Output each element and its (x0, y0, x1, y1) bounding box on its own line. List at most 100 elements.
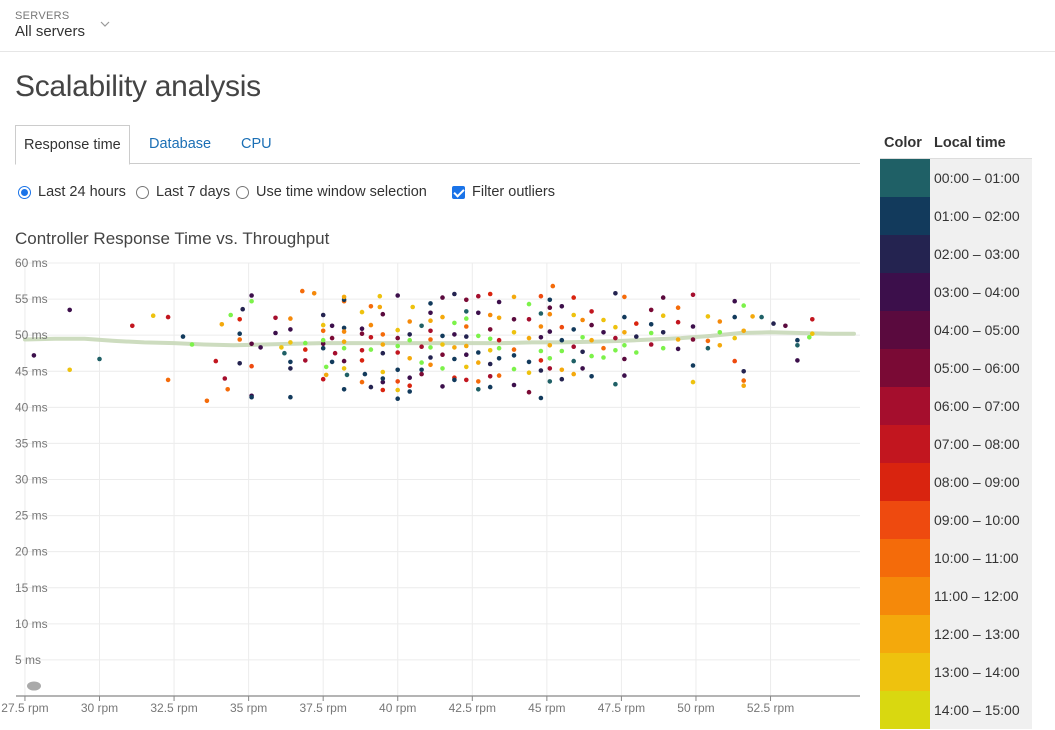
data-point (690, 379, 696, 385)
data-point (559, 304, 565, 309)
tab-response-time[interactable]: Response time (15, 125, 130, 165)
data-point (496, 315, 502, 321)
data-point (273, 330, 278, 336)
data-point (622, 373, 627, 378)
data-point (547, 356, 553, 361)
data-point (377, 293, 383, 299)
server-selector[interactable]: SERVERS All servers (15, 10, 110, 40)
radio-last-24-hours[interactable] (18, 185, 31, 199)
option-filter-outliers[interactable]: Filter outliers (452, 182, 555, 202)
data-point (487, 336, 493, 342)
x-tick-label: 27.5 rpm (1, 701, 48, 715)
data-point (407, 356, 413, 361)
data-point (320, 322, 326, 328)
x-tick-label: 50 rpm (677, 701, 714, 715)
x-tick-label: 47.5 rpm (598, 701, 645, 715)
data-point (810, 331, 815, 336)
data-point (690, 363, 696, 368)
data-point (634, 350, 639, 355)
data-point (225, 387, 230, 392)
data-point (511, 366, 517, 372)
data-point (237, 317, 242, 322)
data-point (440, 295, 445, 300)
legend-swatch (880, 159, 930, 197)
data-point (341, 345, 347, 351)
data-point (219, 322, 225, 327)
data-point (741, 369, 746, 374)
data-point (380, 387, 386, 393)
legend-row: 10:00 – 11:00 (880, 539, 1032, 577)
data-point (320, 328, 326, 334)
y-tick-label: 30 ms (15, 473, 48, 487)
data-point (332, 350, 338, 356)
data-point (407, 319, 413, 324)
legend-label: 13:00 – 14:00 (930, 653, 1032, 691)
data-point (571, 312, 576, 318)
legend-header: Color Local time (880, 127, 1032, 159)
y-tick-label: 55 ms (15, 292, 48, 306)
data-point (705, 338, 711, 344)
data-point (476, 310, 481, 316)
data-point (407, 383, 413, 388)
data-point (622, 343, 627, 348)
x-tick-label: 42.5 rpm (449, 701, 496, 715)
data-point (622, 356, 627, 362)
data-point (613, 291, 618, 296)
data-point (589, 353, 594, 359)
option-last-7-days[interactable]: Last 7 days (136, 182, 230, 202)
option-last-24-hours[interactable]: Last 24 hours (18, 182, 126, 202)
zoom-handle-icon (25, 679, 43, 693)
data-point (559, 348, 565, 354)
data-point (464, 364, 469, 370)
chart-axes: 5 ms 10 ms 15 ms 20 ms 25 ms 30 ms 35 ms 40 ms 4… (1, 256, 860, 715)
data-point (341, 294, 347, 300)
data-point (237, 337, 242, 342)
radio-time-window[interactable] (236, 185, 249, 199)
data-point (204, 398, 210, 404)
data-point (634, 321, 639, 326)
data-point (452, 345, 457, 350)
data-point (428, 355, 433, 360)
data-point (648, 307, 654, 313)
data-point (189, 342, 195, 347)
option-time-window[interactable]: Use time window selection (236, 182, 427, 202)
data-point (622, 314, 627, 320)
tab-database[interactable]: Database (149, 136, 212, 152)
data-point (601, 355, 606, 360)
data-point (440, 366, 445, 371)
checkbox-filter-outliers[interactable] (452, 185, 465, 199)
data-point (634, 334, 639, 339)
radio-last-7-days[interactable] (136, 185, 149, 199)
data-point (428, 328, 433, 334)
y-tick-label: 25 ms (15, 509, 48, 523)
data-point (407, 337, 413, 343)
data-point (395, 379, 401, 384)
data-point (559, 324, 565, 330)
data-point (407, 332, 413, 337)
data-point (329, 335, 335, 341)
scatter-chart: 5 ms 10 ms 15 ms 20 ms 25 ms 30 ms 35 ms 40 ms 4… (1, 256, 860, 715)
data-point (380, 342, 386, 347)
legend-row: 13:00 – 14:00 (880, 653, 1032, 691)
data-point (487, 312, 493, 318)
legend-label: 11:00 – 12:00 (930, 577, 1032, 615)
data-point (464, 316, 469, 321)
data-point (303, 340, 308, 346)
data-point (395, 335, 401, 341)
legend-swatch (880, 463, 930, 501)
data-point (452, 377, 457, 383)
data-point (395, 387, 401, 393)
y-tick-label: 15 ms (15, 581, 48, 595)
data-point (511, 353, 517, 358)
y-tick-label: 5 ms (15, 653, 41, 667)
data-point (31, 353, 37, 358)
data-point (380, 311, 386, 317)
data-point (496, 373, 502, 378)
tab-cpu[interactable]: CPU (241, 136, 272, 152)
data-point (300, 288, 305, 294)
data-point (428, 345, 433, 350)
data-point (359, 309, 365, 315)
data-point (395, 350, 401, 355)
legend-label: 04:00 – 05:00 (930, 311, 1032, 349)
data-point (717, 319, 723, 324)
